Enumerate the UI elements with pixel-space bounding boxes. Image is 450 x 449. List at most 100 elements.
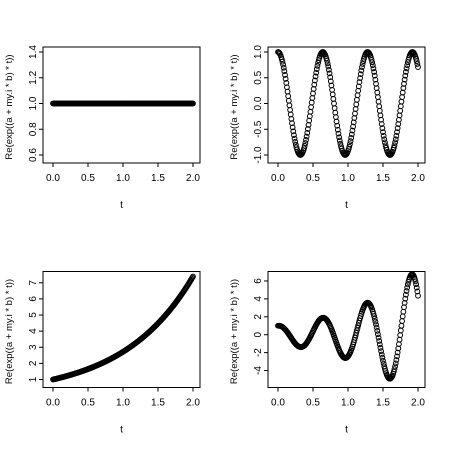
- data-point: [379, 125, 386, 132]
- data-point: [369, 59, 376, 66]
- data-points: [50, 273, 196, 383]
- y-tick-label: -2: [253, 348, 264, 357]
- y-axis-label: Re(exp((a + my.i * b) * t)): [4, 54, 15, 159]
- data-point: [353, 101, 360, 108]
- data-point: [287, 107, 293, 113]
- x-tick-label: 2.0: [411, 398, 425, 409]
- data-point: [375, 98, 382, 105]
- data-point: [326, 70, 333, 77]
- data-point: [334, 122, 341, 129]
- y-tick-label: -0.5: [253, 120, 264, 138]
- y-tick-label: -1.0: [253, 146, 264, 164]
- data-point: [399, 94, 405, 100]
- data-point: [305, 126, 311, 132]
- data-point: [375, 331, 381, 338]
- y-tick-label: 1: [28, 376, 39, 382]
- x-tick-label: 0.0: [46, 398, 60, 409]
- data-point: [400, 308, 407, 315]
- data-point: [337, 140, 344, 147]
- y-tick-label: 0.5: [253, 70, 264, 84]
- data-point: [289, 124, 296, 131]
- data-point: [371, 313, 377, 320]
- data-point: [282, 71, 288, 78]
- x-axis-label: t: [120, 425, 123, 436]
- data-point: [308, 104, 314, 111]
- data-point: [394, 125, 401, 132]
- data-point: [378, 121, 385, 127]
- data-point: [376, 338, 383, 344]
- data-point: [357, 75, 363, 81]
- data-point: [401, 80, 407, 87]
- data-point: [327, 78, 334, 85]
- data-point: [414, 61, 421, 67]
- data-point: [331, 105, 338, 111]
- data-point: [313, 69, 320, 76]
- y-axis-label: Re(exp((a + my.i * b) * t)): [229, 54, 240, 159]
- data-point: [304, 129, 311, 136]
- data-point: [349, 127, 356, 134]
- data-point: [285, 97, 292, 104]
- data-point: [336, 137, 343, 144]
- data-point: [381, 136, 388, 143]
- x-tick-label: 1.0: [116, 398, 130, 409]
- data-point: [348, 131, 355, 138]
- x-tick-label: 2.0: [411, 173, 425, 184]
- data-point: [325, 63, 332, 70]
- y-tick-label: -4: [253, 366, 264, 375]
- x-tick-label: 0.0: [46, 173, 60, 184]
- data-point: [323, 55, 330, 62]
- data-point: [356, 79, 363, 86]
- data-point: [390, 368, 397, 375]
- data-point: [282, 75, 289, 82]
- data-point: [375, 94, 381, 100]
- x-tick-label: 2.0: [186, 173, 200, 184]
- data-point: [379, 354, 386, 361]
- x-tick-label: 1.5: [151, 173, 165, 184]
- data-point: [358, 67, 365, 74]
- x-tick-label: 0.5: [306, 398, 320, 409]
- data-point: [397, 103, 404, 110]
- data-point: [281, 68, 288, 75]
- data-point: [278, 56, 285, 63]
- data-point: [394, 129, 400, 136]
- data-point: [376, 103, 383, 110]
- x-tick-label: 1.5: [151, 398, 165, 409]
- data-point: [327, 74, 334, 81]
- x-axis-label: t: [120, 200, 123, 211]
- x-tick-label: 1.5: [376, 173, 390, 184]
- data-point: [291, 132, 297, 138]
- y-tick-label: 3: [28, 344, 39, 350]
- data-point: [326, 66, 332, 73]
- data-point: [336, 134, 342, 141]
- data-point: [390, 144, 397, 151]
- y-tick-label: 6: [28, 296, 39, 302]
- data-point: [397, 327, 404, 334]
- data-point: [324, 60, 331, 67]
- data-point: [370, 310, 377, 317]
- y-tick-label: 1.4: [28, 45, 39, 59]
- data-point: [392, 363, 398, 370]
- data-point: [301, 142, 308, 149]
- x-tick-label: 0.5: [81, 173, 95, 184]
- data-point: [313, 66, 320, 72]
- data-point: [335, 130, 342, 137]
- plot-frame: [267, 46, 426, 164]
- data-point: [370, 65, 377, 72]
- data-point: [352, 106, 359, 112]
- data-point: [372, 76, 379, 83]
- data-point: [403, 288, 410, 294]
- data-point: [398, 98, 405, 105]
- panel-2: 0.0 0.5 1.0 1.5 2.0 -1.0 -0.5 0.0 0.5 1.0 t Re(exp(…: [229, 45, 426, 211]
- panel-3: 0.0 0.5 1.0 1.5 2.0 1 2 3 4 5 6 7 t Re(exp((a + my.i …: [4, 271, 201, 436]
- data-point: [399, 313, 406, 320]
- data-point: [311, 81, 318, 88]
- data-point: [391, 366, 398, 373]
- data-point: [373, 324, 380, 331]
- data-point: [382, 139, 388, 146]
- y-tick-label: 0.6: [28, 148, 39, 162]
- x-axis-label: t: [345, 425, 348, 436]
- x-tick-label: 0.0: [271, 173, 285, 184]
- panel-4: 0.0 0.5 1.0 1.5 2.0 -4 -2 0 2 4 6 t Re(exp((a + my.i…: [229, 271, 426, 436]
- data-point: [378, 348, 384, 355]
- data-point: [404, 284, 411, 291]
